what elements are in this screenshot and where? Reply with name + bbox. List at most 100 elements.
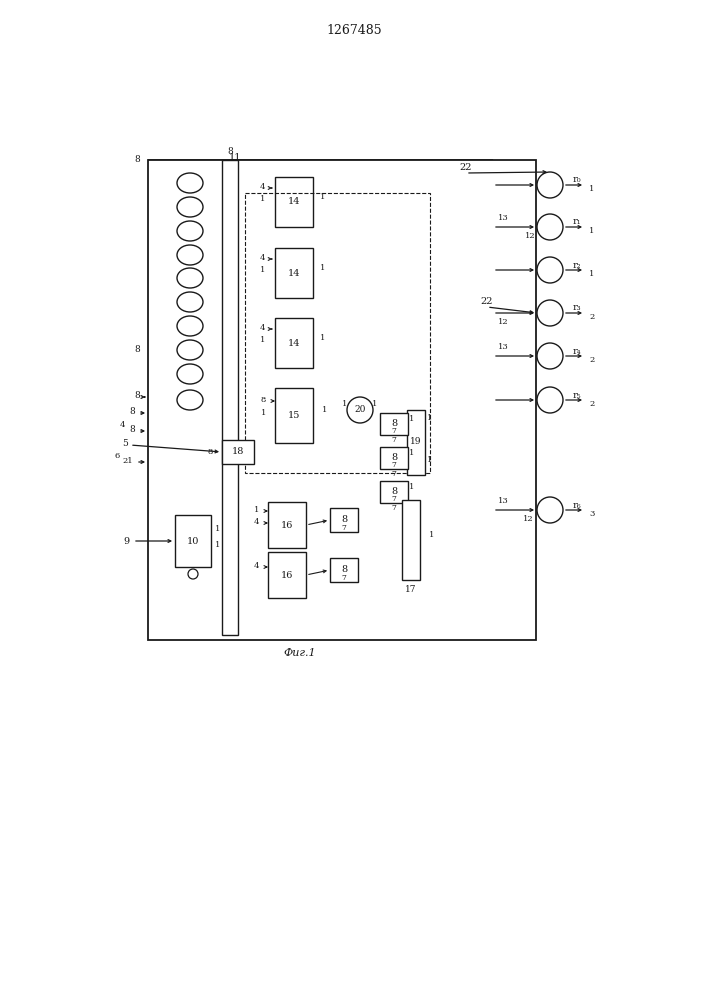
Bar xyxy=(330,508,358,532)
Text: 7: 7 xyxy=(392,436,397,444)
Text: 8: 8 xyxy=(391,454,397,462)
Text: 1: 1 xyxy=(589,185,595,193)
Text: 7: 7 xyxy=(392,495,397,503)
Bar xyxy=(380,413,408,435)
Text: 7: 7 xyxy=(341,524,346,532)
Text: 16: 16 xyxy=(281,520,293,530)
Text: 15: 15 xyxy=(288,410,300,420)
Text: 7: 7 xyxy=(392,504,397,512)
Text: 8: 8 xyxy=(134,155,140,164)
Ellipse shape xyxy=(177,221,203,241)
Ellipse shape xyxy=(537,387,563,413)
Ellipse shape xyxy=(537,214,563,240)
Bar xyxy=(148,160,536,640)
Text: 8: 8 xyxy=(129,426,135,434)
Text: 1267485: 1267485 xyxy=(326,23,382,36)
Ellipse shape xyxy=(177,197,203,217)
Text: 4: 4 xyxy=(259,254,265,262)
Text: 3: 3 xyxy=(589,510,595,518)
Text: 14: 14 xyxy=(288,338,300,348)
Text: 1: 1 xyxy=(320,193,326,201)
Text: 1: 1 xyxy=(259,336,265,344)
Text: 4: 4 xyxy=(254,518,259,526)
Text: 10: 10 xyxy=(187,536,199,546)
Text: 8: 8 xyxy=(129,408,135,416)
Ellipse shape xyxy=(177,268,203,288)
Text: r₀: r₀ xyxy=(573,176,582,184)
Text: 5: 5 xyxy=(122,440,128,448)
Bar xyxy=(402,500,420,580)
Ellipse shape xyxy=(177,173,203,193)
Text: 13: 13 xyxy=(498,343,508,351)
Bar xyxy=(275,388,313,443)
Text: 1: 1 xyxy=(373,400,378,408)
Text: r₂: r₂ xyxy=(573,260,581,269)
Text: 1: 1 xyxy=(261,409,266,417)
Text: 1: 1 xyxy=(215,525,221,533)
Bar xyxy=(275,248,313,298)
Text: 1: 1 xyxy=(589,270,595,278)
Text: 8: 8 xyxy=(341,566,347,574)
Ellipse shape xyxy=(537,172,563,198)
Ellipse shape xyxy=(177,390,203,410)
Bar xyxy=(222,160,238,635)
Bar xyxy=(275,318,313,368)
Text: 1: 1 xyxy=(427,456,433,464)
Text: 8: 8 xyxy=(208,448,213,456)
Bar xyxy=(268,552,306,598)
Text: 8: 8 xyxy=(227,147,233,156)
Text: 2: 2 xyxy=(589,356,595,364)
Text: 12: 12 xyxy=(522,515,533,523)
Text: 8: 8 xyxy=(391,488,397,496)
Text: 1: 1 xyxy=(409,483,415,491)
Text: 2: 2 xyxy=(589,400,595,408)
Text: 21: 21 xyxy=(122,457,133,465)
Ellipse shape xyxy=(177,292,203,312)
Bar xyxy=(175,515,211,567)
Ellipse shape xyxy=(537,497,563,523)
Text: r₆: r₆ xyxy=(573,500,582,510)
Bar xyxy=(268,502,306,548)
Text: 2: 2 xyxy=(589,313,595,321)
Text: 8: 8 xyxy=(341,516,347,524)
Text: r₃: r₃ xyxy=(573,304,582,312)
Text: r₄: r₄ xyxy=(573,347,582,356)
Bar xyxy=(330,558,358,582)
Ellipse shape xyxy=(177,340,203,360)
Ellipse shape xyxy=(537,300,563,326)
Text: 8: 8 xyxy=(134,346,140,355)
Text: 1: 1 xyxy=(254,506,259,514)
Text: 1: 1 xyxy=(320,264,326,272)
Text: r₅: r₅ xyxy=(573,390,582,399)
Text: 7: 7 xyxy=(392,461,397,469)
Text: 1: 1 xyxy=(259,266,265,274)
Ellipse shape xyxy=(177,316,203,336)
Bar xyxy=(275,177,313,227)
Text: 9: 9 xyxy=(124,536,130,546)
Text: 19: 19 xyxy=(410,438,422,446)
Ellipse shape xyxy=(537,257,563,283)
Text: 16: 16 xyxy=(281,570,293,580)
Text: 13: 13 xyxy=(498,214,508,222)
Text: 20: 20 xyxy=(354,406,366,414)
Text: 7: 7 xyxy=(392,470,397,478)
Text: 1: 1 xyxy=(215,541,221,549)
Bar xyxy=(380,447,408,469)
Bar xyxy=(245,193,430,473)
Bar xyxy=(222,440,254,464)
Text: 8: 8 xyxy=(391,420,397,428)
Text: 14: 14 xyxy=(288,268,300,277)
Text: 7: 7 xyxy=(392,427,397,435)
Text: 8: 8 xyxy=(134,390,140,399)
Text: 4: 4 xyxy=(254,562,259,570)
Text: 1: 1 xyxy=(429,531,435,539)
Text: 13: 13 xyxy=(498,497,508,505)
Text: 1: 1 xyxy=(322,406,327,414)
Text: 1: 1 xyxy=(259,195,265,203)
Text: 22: 22 xyxy=(481,298,493,306)
Bar xyxy=(380,481,408,503)
Text: 6: 6 xyxy=(115,452,120,460)
Text: 18: 18 xyxy=(232,448,244,456)
Ellipse shape xyxy=(188,569,198,579)
Ellipse shape xyxy=(347,397,373,423)
